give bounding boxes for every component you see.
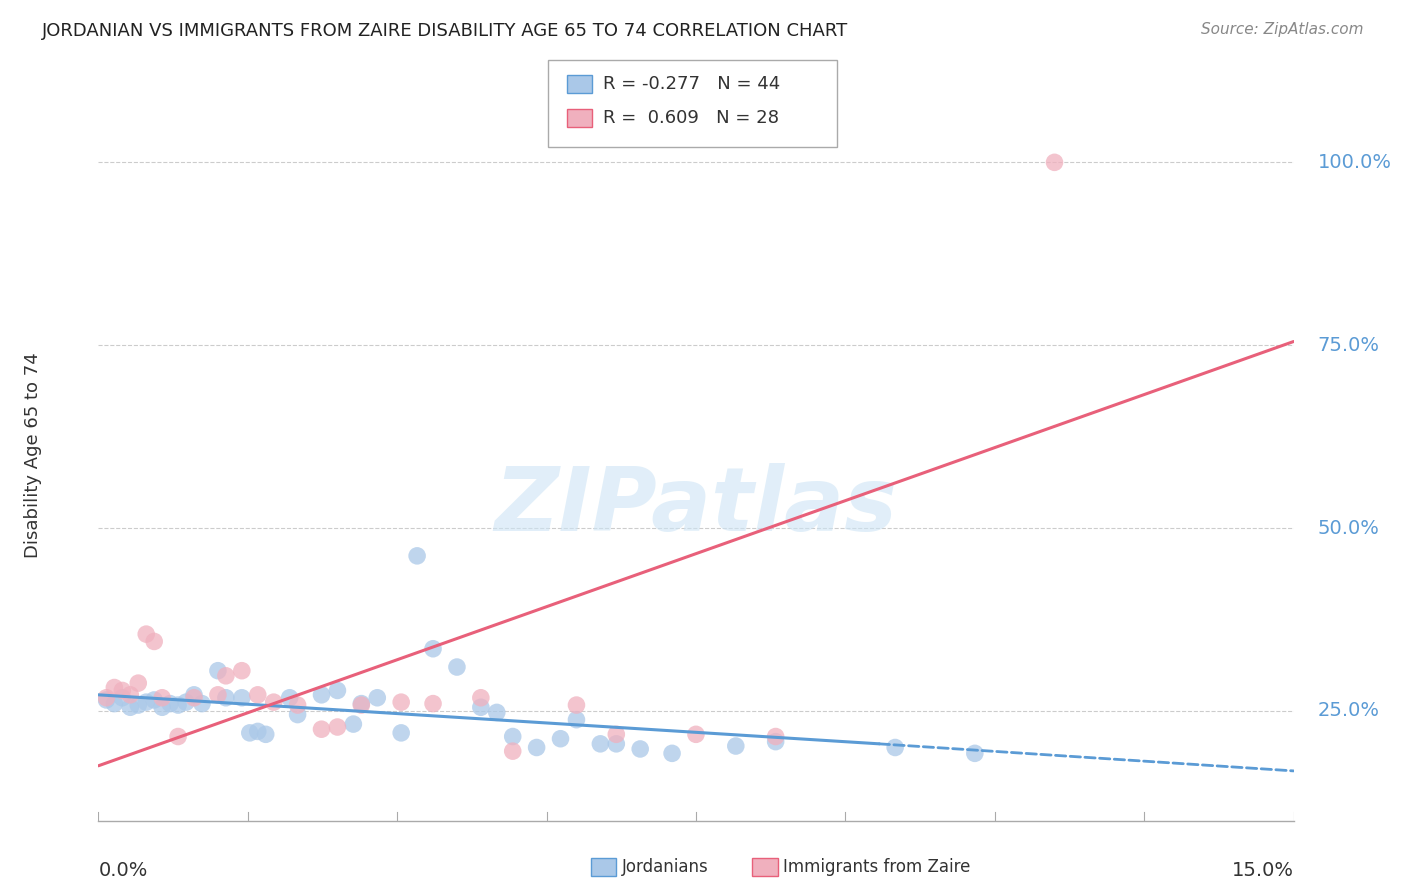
Text: R =  0.609   N = 28: R = 0.609 N = 28	[603, 109, 779, 127]
Point	[96, 690, 118, 705]
Point	[215, 690, 238, 705]
Point	[120, 688, 142, 702]
Point	[120, 700, 142, 714]
Text: Immigrants from Zaire: Immigrants from Zaire	[783, 858, 970, 876]
Text: ZIPatlas: ZIPatlas	[495, 463, 897, 549]
Point	[470, 690, 492, 705]
Point	[1043, 155, 1066, 169]
Text: 100.0%: 100.0%	[1317, 153, 1392, 172]
Point	[422, 697, 444, 711]
Point	[589, 737, 612, 751]
Point	[215, 669, 238, 683]
Point	[103, 681, 125, 695]
Text: 50.0%: 50.0%	[1317, 518, 1379, 538]
Text: JORDANIAN VS IMMIGRANTS FROM ZAIRE DISABILITY AGE 65 TO 74 CORRELATION CHART: JORDANIAN VS IMMIGRANTS FROM ZAIRE DISAB…	[42, 22, 848, 40]
Point	[884, 740, 907, 755]
Text: Jordanians: Jordanians	[621, 858, 709, 876]
Point	[254, 727, 277, 741]
Point	[174, 695, 197, 709]
Point	[565, 713, 588, 727]
Text: 75.0%: 75.0%	[1317, 335, 1379, 355]
Point	[263, 695, 285, 709]
Point	[143, 634, 166, 648]
Point	[311, 688, 333, 702]
Point	[422, 641, 444, 656]
Point	[111, 690, 134, 705]
Point	[183, 690, 205, 705]
Point	[765, 730, 787, 744]
Point	[103, 697, 125, 711]
Point	[111, 683, 134, 698]
Point	[550, 731, 572, 746]
Text: Disability Age 65 to 74: Disability Age 65 to 74	[24, 352, 42, 558]
Point	[389, 695, 412, 709]
Point	[127, 698, 149, 712]
Text: 15.0%: 15.0%	[1232, 861, 1294, 880]
Point	[167, 698, 190, 712]
Point	[191, 697, 214, 711]
Point	[350, 697, 373, 711]
Point	[150, 700, 173, 714]
Point	[246, 724, 269, 739]
Point	[183, 688, 205, 702]
Point	[470, 700, 492, 714]
Point	[485, 706, 508, 720]
Point	[350, 698, 373, 712]
Point	[167, 730, 190, 744]
Point	[366, 690, 388, 705]
Point	[502, 730, 524, 744]
Point	[963, 747, 986, 761]
Point	[326, 720, 349, 734]
Point	[406, 549, 429, 563]
Point	[326, 683, 349, 698]
Point	[628, 742, 651, 756]
Point	[565, 698, 588, 712]
Point	[278, 690, 301, 705]
Point	[246, 688, 269, 702]
Point	[605, 737, 627, 751]
Text: R = -0.277   N = 44: R = -0.277 N = 44	[603, 75, 780, 93]
Point	[605, 727, 627, 741]
Point	[765, 734, 787, 748]
Point	[207, 688, 229, 702]
Point	[143, 693, 166, 707]
Point	[135, 695, 157, 709]
Point	[685, 727, 707, 741]
Point	[150, 690, 173, 705]
Point	[661, 747, 683, 761]
Point	[287, 698, 309, 712]
Point	[127, 676, 149, 690]
Point	[239, 726, 262, 740]
Point	[526, 740, 548, 755]
Text: Source: ZipAtlas.com: Source: ZipAtlas.com	[1201, 22, 1364, 37]
Point	[159, 697, 181, 711]
Point	[724, 739, 747, 753]
Point	[231, 664, 253, 678]
Point	[231, 690, 253, 705]
Point	[446, 660, 468, 674]
Point	[342, 717, 364, 731]
Point	[502, 744, 524, 758]
Point	[311, 723, 333, 737]
Point	[135, 627, 157, 641]
Text: 25.0%: 25.0%	[1317, 701, 1379, 721]
Text: 0.0%: 0.0%	[98, 861, 148, 880]
Point	[287, 707, 309, 722]
Point	[207, 664, 229, 678]
Point	[389, 726, 412, 740]
Point	[96, 693, 118, 707]
